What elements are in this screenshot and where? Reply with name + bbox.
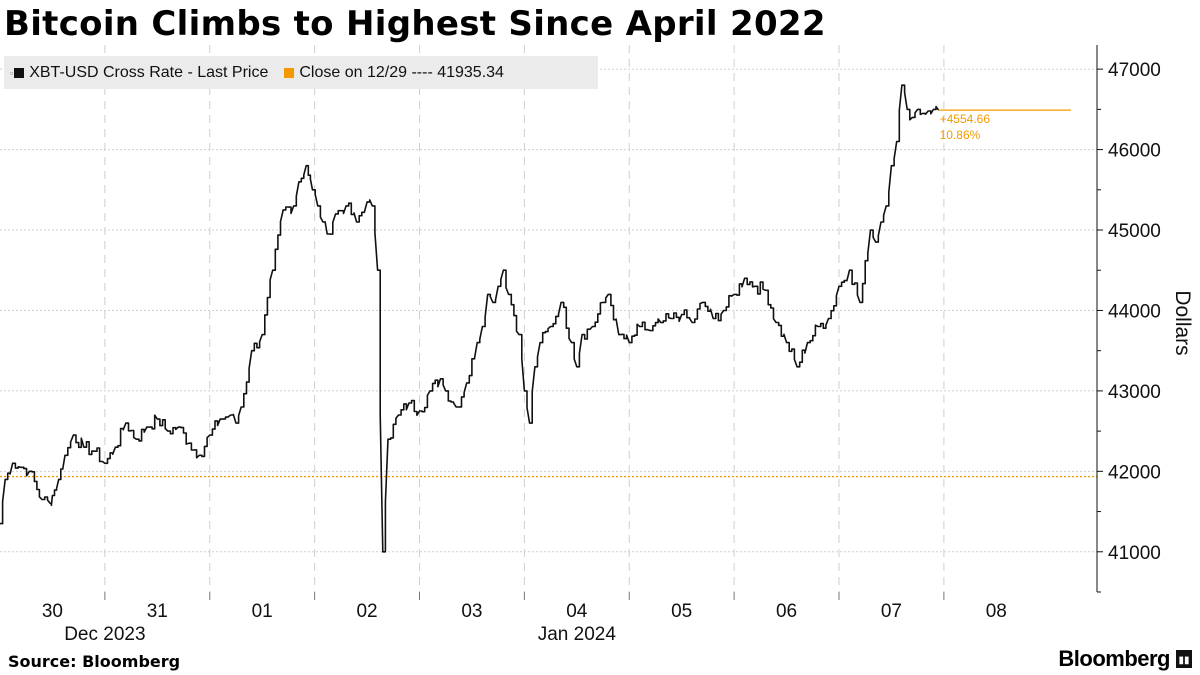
legend-series-swatch xyxy=(14,67,25,78)
x-tick-label: 04 xyxy=(566,601,588,622)
x-gridlines xyxy=(104,45,945,600)
y-tick-label: 47000 xyxy=(1108,60,1161,81)
y-axis-label: Dollars xyxy=(1171,290,1194,355)
x-tick-label: 02 xyxy=(356,601,377,622)
x-tick-label: 06 xyxy=(776,601,797,622)
x-month-label: Dec 2023 xyxy=(64,624,145,645)
y-tick-label: 42000 xyxy=(1108,462,1161,483)
y-tick-label: 44000 xyxy=(1108,301,1161,322)
legend-series-item[interactable]: ▫ XBT-USD Cross Rate - Last Price xyxy=(4,64,268,82)
x-tick-label: 05 xyxy=(671,601,692,622)
y-tick-label: 46000 xyxy=(1108,141,1161,162)
x-tick-label: 30 xyxy=(42,601,63,622)
annotation-pct: 10.86% xyxy=(940,128,981,142)
gridlines xyxy=(0,68,1097,553)
legend-close-swatch xyxy=(284,67,295,78)
x-tick-label: 31 xyxy=(147,601,168,622)
x-tick-label: 08 xyxy=(986,601,1007,622)
price-line xyxy=(0,84,940,553)
x-tick-labels: 30 31 01 02 03 04 05 06 07 08 Dec 2023 Jan 2024 xyxy=(42,601,1007,645)
y-tick-label: 43000 xyxy=(1108,382,1161,403)
y-tick-label: 41000 xyxy=(1108,543,1161,564)
legend: ▫ XBT-USD Cross Rate - Last Price Close … xyxy=(4,56,598,89)
x-month-label: Jan 2024 xyxy=(538,624,617,645)
legend-handle-icon: ▫ xyxy=(10,67,14,78)
source-note: Source: Bloomberg xyxy=(8,652,181,671)
brand-badge-icon: ▮▮ xyxy=(1176,650,1192,668)
legend-series-label: XBT-USD Cross Rate - Last Price xyxy=(29,63,269,81)
legend-close-label: Close on 12/29 ---- 41935.34 xyxy=(299,63,504,81)
brand-logo: Bloomberg ▮▮ xyxy=(1058,646,1192,672)
annotation-change: +4554.66 xyxy=(940,112,991,126)
y-tick-label: 45000 xyxy=(1108,221,1161,242)
change-annotation: +4554.66 10.86% xyxy=(938,109,1071,142)
x-tick-label: 03 xyxy=(461,601,482,622)
x-tick-label: 01 xyxy=(252,601,273,622)
brand-wordmark: Bloomberg xyxy=(1058,646,1170,671)
x-tick-label: 07 xyxy=(881,601,902,622)
chart-title: Bitcoin Climbs to Highest Since April 20… xyxy=(4,4,826,44)
y-ticks: 41000 42000 43000 44000 45000 46000 47000 xyxy=(1097,60,1161,593)
legend-close-item[interactable]: Close on 12/29 ---- 41935.34 xyxy=(284,64,504,82)
